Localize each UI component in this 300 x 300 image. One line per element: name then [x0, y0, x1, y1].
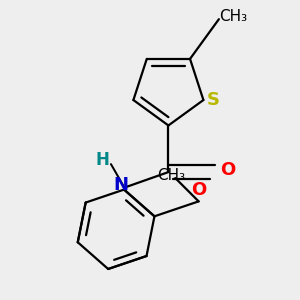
Text: O: O: [220, 160, 235, 178]
Text: O: O: [191, 181, 206, 199]
Text: CH₃: CH₃: [158, 168, 186, 183]
Text: S: S: [207, 91, 220, 109]
Text: CH₃: CH₃: [220, 9, 248, 24]
Text: N: N: [113, 176, 128, 194]
Text: H: H: [95, 152, 109, 169]
